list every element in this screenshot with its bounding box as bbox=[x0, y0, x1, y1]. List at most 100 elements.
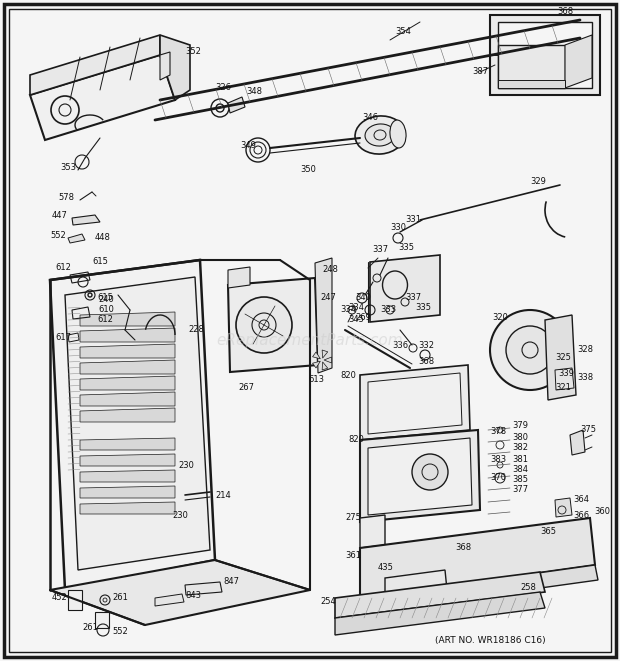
Text: 379: 379 bbox=[512, 420, 528, 430]
Text: 338: 338 bbox=[577, 373, 593, 383]
Text: 617: 617 bbox=[55, 334, 71, 342]
Polygon shape bbox=[370, 255, 440, 322]
Text: 352: 352 bbox=[185, 48, 201, 56]
Text: 380: 380 bbox=[512, 432, 528, 442]
Text: 610: 610 bbox=[98, 305, 114, 315]
Polygon shape bbox=[80, 328, 175, 342]
Polygon shape bbox=[322, 350, 328, 358]
Polygon shape bbox=[315, 258, 332, 373]
Text: 346: 346 bbox=[362, 114, 378, 122]
Polygon shape bbox=[30, 35, 160, 95]
Text: 368: 368 bbox=[557, 7, 573, 17]
Polygon shape bbox=[498, 45, 565, 88]
Text: 240: 240 bbox=[98, 295, 113, 305]
Text: 247: 247 bbox=[320, 293, 336, 303]
Polygon shape bbox=[360, 430, 480, 522]
Text: 345: 345 bbox=[348, 315, 364, 325]
Text: 214: 214 bbox=[215, 490, 231, 500]
Polygon shape bbox=[360, 515, 385, 548]
Text: 368: 368 bbox=[418, 358, 434, 366]
Circle shape bbox=[236, 297, 292, 353]
Text: 328: 328 bbox=[577, 346, 593, 354]
Text: 612: 612 bbox=[55, 264, 71, 272]
Text: 320: 320 bbox=[492, 313, 508, 323]
Text: 329: 329 bbox=[530, 178, 546, 186]
Polygon shape bbox=[555, 498, 572, 517]
Ellipse shape bbox=[365, 124, 395, 146]
Bar bbox=[68, 590, 82, 610]
Polygon shape bbox=[335, 592, 545, 635]
Polygon shape bbox=[228, 278, 318, 372]
Polygon shape bbox=[80, 502, 175, 514]
Text: 452: 452 bbox=[52, 594, 68, 602]
Polygon shape bbox=[80, 454, 175, 466]
Polygon shape bbox=[385, 570, 447, 598]
Text: 552: 552 bbox=[112, 627, 128, 637]
Text: 615: 615 bbox=[97, 293, 113, 303]
Polygon shape bbox=[360, 365, 470, 440]
Text: 353: 353 bbox=[60, 163, 76, 173]
Text: 365: 365 bbox=[540, 527, 556, 537]
Text: 384: 384 bbox=[512, 465, 528, 475]
Polygon shape bbox=[312, 352, 321, 359]
Text: 364: 364 bbox=[573, 496, 589, 504]
Polygon shape bbox=[228, 97, 245, 113]
Polygon shape bbox=[565, 35, 592, 88]
Text: 368: 368 bbox=[455, 543, 471, 553]
Text: eReplacementParts.com: eReplacementParts.com bbox=[216, 332, 404, 348]
Polygon shape bbox=[322, 362, 328, 370]
Polygon shape bbox=[80, 408, 175, 422]
Text: 613: 613 bbox=[308, 375, 324, 385]
Polygon shape bbox=[30, 55, 175, 140]
Text: 258: 258 bbox=[520, 584, 536, 592]
Text: 354: 354 bbox=[395, 28, 411, 36]
Polygon shape bbox=[185, 582, 222, 595]
Polygon shape bbox=[228, 267, 250, 288]
Text: 330: 330 bbox=[390, 223, 406, 233]
Polygon shape bbox=[498, 80, 565, 88]
Text: 448: 448 bbox=[95, 233, 111, 243]
Text: 615: 615 bbox=[92, 258, 108, 266]
Text: 387: 387 bbox=[472, 67, 488, 77]
Text: 820: 820 bbox=[348, 436, 364, 444]
Polygon shape bbox=[155, 594, 184, 606]
Polygon shape bbox=[80, 392, 175, 406]
Circle shape bbox=[412, 454, 448, 490]
Polygon shape bbox=[570, 430, 585, 455]
Polygon shape bbox=[360, 565, 598, 613]
Text: 228: 228 bbox=[188, 325, 204, 334]
Text: 361: 361 bbox=[345, 551, 361, 559]
Text: 378: 378 bbox=[490, 428, 506, 436]
Polygon shape bbox=[80, 312, 175, 326]
Polygon shape bbox=[490, 15, 600, 95]
Polygon shape bbox=[545, 315, 576, 400]
Polygon shape bbox=[50, 260, 215, 590]
Text: 230: 230 bbox=[172, 510, 188, 520]
Text: 340: 340 bbox=[355, 293, 371, 303]
Polygon shape bbox=[335, 572, 545, 618]
Polygon shape bbox=[80, 470, 175, 482]
Polygon shape bbox=[498, 22, 592, 88]
Text: 332: 332 bbox=[418, 340, 434, 350]
Text: 435: 435 bbox=[378, 563, 394, 572]
Polygon shape bbox=[368, 373, 462, 434]
Text: 321: 321 bbox=[555, 383, 571, 393]
Text: 269: 269 bbox=[355, 313, 371, 323]
Text: 820: 820 bbox=[340, 371, 356, 379]
Polygon shape bbox=[65, 277, 210, 570]
Text: 382: 382 bbox=[512, 444, 528, 453]
Bar bbox=[95, 612, 109, 628]
Text: 370: 370 bbox=[490, 473, 506, 483]
Polygon shape bbox=[72, 215, 100, 225]
Polygon shape bbox=[68, 234, 85, 243]
Polygon shape bbox=[80, 486, 175, 498]
Text: 366: 366 bbox=[573, 510, 589, 520]
Text: 325: 325 bbox=[555, 354, 571, 362]
Text: 843: 843 bbox=[185, 592, 201, 600]
Circle shape bbox=[490, 310, 570, 390]
Text: 552: 552 bbox=[50, 231, 66, 241]
Text: 331: 331 bbox=[405, 215, 421, 225]
Polygon shape bbox=[80, 360, 175, 374]
Text: 360: 360 bbox=[594, 508, 610, 516]
Polygon shape bbox=[80, 376, 175, 390]
